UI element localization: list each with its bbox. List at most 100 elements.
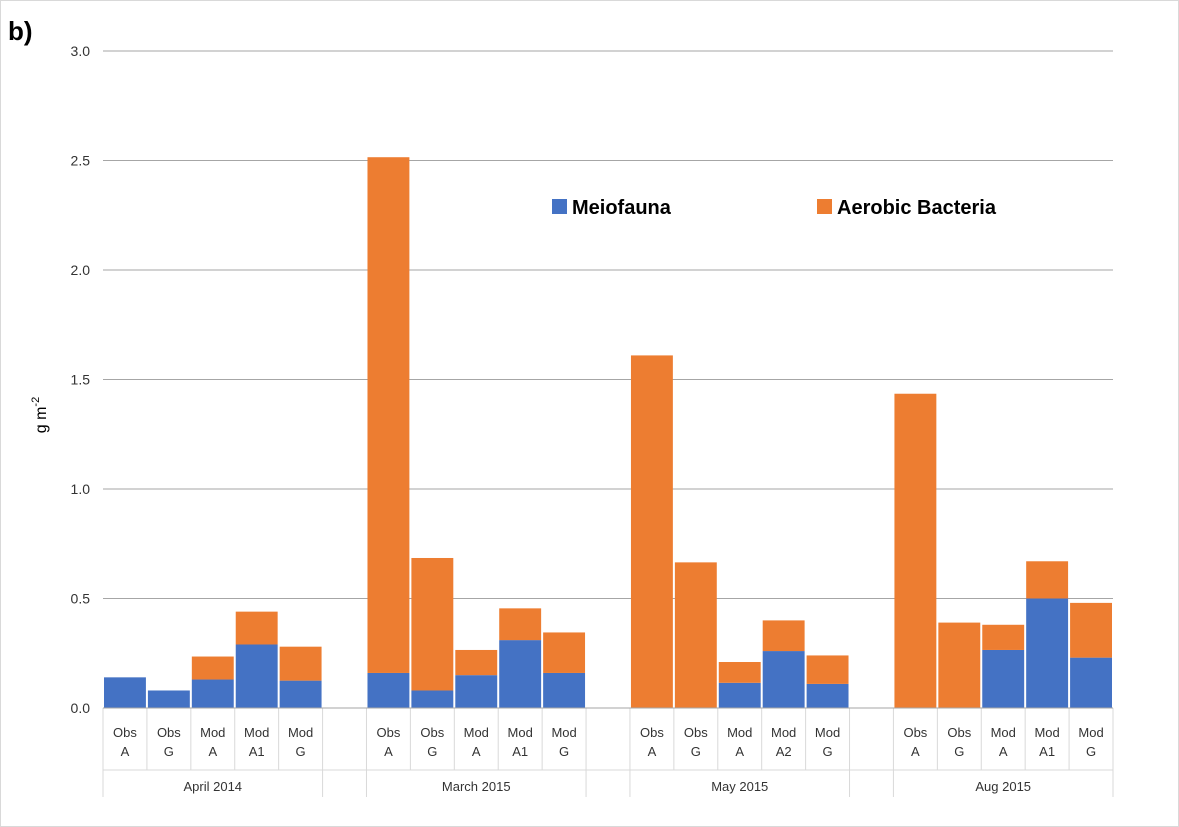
bar-aerobic-bacteria <box>543 632 586 673</box>
category-label-line1: Mod <box>288 725 313 740</box>
category-label-line2: G <box>296 744 306 759</box>
category-label-line1: Mod <box>727 725 752 740</box>
category-label-line2: A <box>735 744 744 759</box>
category-label-line1: Obs <box>113 725 137 740</box>
category-label-line2: G <box>691 744 701 759</box>
bar-meiofauna <box>367 672 410 708</box>
bar-meiofauna <box>104 677 146 708</box>
bar-aerobic-bacteria <box>1026 561 1069 599</box>
bar-aerobic-bacteria <box>894 393 937 708</box>
category-label-line2: A <box>999 744 1008 759</box>
category-label-line2: A1 <box>512 744 528 759</box>
category-label-line2: A <box>911 744 920 759</box>
bar-meiofauna <box>543 672 586 708</box>
y-tick-label: 2.0 <box>71 262 91 278</box>
category-label-line1: Mod <box>244 725 269 740</box>
bar-meiofauna <box>279 680 322 708</box>
category-label-line2: G <box>559 744 569 759</box>
category-label-line1: Mod <box>991 725 1016 740</box>
bar-meiofauna <box>1070 657 1112 708</box>
bar-aerobic-bacteria <box>938 622 981 708</box>
category-label-line1: Obs <box>157 725 181 740</box>
bar-aerobic-bacteria <box>235 611 278 645</box>
bar-aerobic-bacteria <box>411 557 454 691</box>
bars <box>104 157 1112 708</box>
category-label-line1: Obs <box>903 725 927 740</box>
category-label-line2: G <box>164 744 174 759</box>
category-label-line2: A <box>121 744 130 759</box>
category-label-line1: Mod <box>464 725 489 740</box>
category-label-line1: Mod <box>551 725 576 740</box>
category-label-line2: G <box>1086 744 1096 759</box>
y-axis-label-text: g m <box>33 407 50 434</box>
bar-aerobic-bacteria <box>674 562 717 708</box>
y-tick-label: 2.5 <box>71 153 91 169</box>
legend-swatch-meiofauna <box>552 199 567 214</box>
bar-aerobic-bacteria <box>718 662 761 683</box>
bar-meiofauna <box>411 690 454 708</box>
category-label-line2: A2 <box>776 744 792 759</box>
bar-meiofauna <box>806 683 849 708</box>
y-tick-label: 3.0 <box>71 43 91 59</box>
bar-aerobic-bacteria <box>367 157 410 673</box>
legend-label-meiofauna: Meiofauna <box>572 197 672 219</box>
bar-aerobic-bacteria <box>806 655 849 684</box>
group-label: April 2014 <box>184 779 243 794</box>
category-label-line1: Obs <box>684 725 708 740</box>
y-tick-label: 1.5 <box>71 372 91 388</box>
bar-aerobic-bacteria <box>191 656 234 680</box>
bar-aerobic-bacteria <box>1070 602 1112 658</box>
category-label-line2: A <box>208 744 217 759</box>
group-label: Aug 2015 <box>975 779 1031 794</box>
y-tick-label: 1.0 <box>71 481 91 497</box>
category-label-line1: Obs <box>640 725 664 740</box>
category-label-line1: Obs <box>947 725 971 740</box>
legend: Meiofauna Aerobic Bacteria <box>552 197 997 219</box>
category-label-line1: Mod <box>1078 725 1103 740</box>
group-label: May 2015 <box>711 779 768 794</box>
legend-label-aerobic-bacteria: Aerobic Bacteria <box>837 197 997 219</box>
bar-meiofauna <box>762 651 805 708</box>
category-label-line1: Obs <box>377 725 401 740</box>
category-label-line2: A <box>648 744 657 759</box>
category-label-line1: Mod <box>771 725 796 740</box>
svg-text:g m-2: g m-2 <box>30 397 50 433</box>
bar-meiofauna <box>235 644 278 708</box>
bar-aerobic-bacteria <box>279 646 322 681</box>
bar-meiofauna <box>1026 598 1069 708</box>
bar-aerobic-bacteria <box>630 355 673 708</box>
bar-meiofauna <box>499 640 542 708</box>
category-label-line1: Mod <box>200 725 225 740</box>
category-label-line1: Mod <box>1034 725 1059 740</box>
category-label-line1: Mod <box>508 725 533 740</box>
category-label-line2: A <box>384 744 393 759</box>
y-tick-label: 0.5 <box>71 591 91 607</box>
legend-swatch-aerobic-bacteria <box>817 199 832 214</box>
y-tick-label: 0.0 <box>71 700 91 716</box>
y-axis-label-superscript: -2 <box>30 397 42 407</box>
bar-meiofauna <box>147 690 190 708</box>
category-label-line1: Obs <box>420 725 444 740</box>
bar-meiofauna <box>982 649 1025 708</box>
bar-aerobic-bacteria <box>982 624 1025 650</box>
category-label-line2: A1 <box>249 744 265 759</box>
bar-aerobic-bacteria <box>762 620 805 652</box>
bar-meiofauna <box>191 679 234 708</box>
category-label-line2: A1 <box>1039 744 1055 759</box>
category-label-line2: G <box>954 744 964 759</box>
bar-meiofauna <box>718 682 761 708</box>
group-label: March 2015 <box>442 779 511 794</box>
y-axis-label: g m-2 <box>30 397 50 433</box>
bar-aerobic-bacteria <box>455 649 498 676</box>
panel-label: b) <box>8 16 33 46</box>
category-label-line1: Mod <box>815 725 840 740</box>
bar-aerobic-bacteria <box>499 608 542 641</box>
category-label-line2: A <box>472 744 481 759</box>
category-label-line2: G <box>823 744 833 759</box>
category-label-line2: G <box>427 744 437 759</box>
y-tick-labels: 0.0 0.5 1.0 1.5 2.0 2.5 3.0 <box>71 43 91 716</box>
bar-meiofauna <box>455 675 498 708</box>
